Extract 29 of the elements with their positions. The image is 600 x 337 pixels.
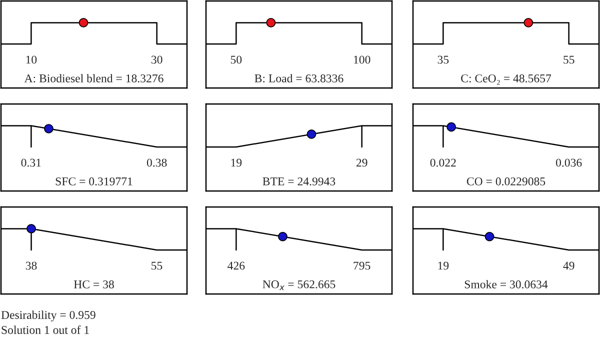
x-tick-label: 29 bbox=[356, 158, 368, 167]
x-tick-label: 19 bbox=[438, 262, 449, 270]
x-axis-title: CO = 0.0229085 bbox=[466, 177, 546, 186]
x-axis-title: C: CeO₂ = 48.5657 bbox=[461, 74, 552, 85]
x-axis-title: NO$_{x}$ = 562.665 bbox=[262, 280, 336, 290]
x-tick-label: 55 bbox=[152, 262, 162, 270]
x-axis-title: BTE = 24.9943 bbox=[262, 177, 336, 186]
text: Desirability = 0.959 bbox=[1, 310, 96, 322]
x-axis-title: B: Load = 63.8336 bbox=[254, 74, 344, 82]
x-axis-title: SFC = 0.319771 bbox=[56, 177, 132, 186]
x-tick-label: 49 bbox=[563, 262, 574, 270]
x-axis-title: A: Biodiesel blend = 18.3276 bbox=[24, 74, 164, 82]
text: Solution 1 out of 1 bbox=[2, 326, 89, 334]
x-tick-label: 50 bbox=[230, 56, 242, 64]
x-axis-title: HC = 38 bbox=[74, 280, 114, 288]
x-tick-label: 55 bbox=[564, 56, 574, 64]
x-tick-label: 0.022 bbox=[430, 158, 456, 167]
x-tick-label: 10 bbox=[26, 56, 37, 64]
x-tick-label: 100 bbox=[354, 56, 370, 64]
x-tick-label: 19 bbox=[231, 158, 242, 167]
x-tick-label: 0.31 bbox=[21, 158, 41, 167]
x-tick-label: 0.036 bbox=[556, 158, 582, 167]
x-tick-label: 0.38 bbox=[146, 158, 167, 167]
x-tick-label: 30 bbox=[152, 56, 162, 64]
x-tick-label: 35 bbox=[438, 56, 449, 64]
x-tick-label: 795 bbox=[354, 262, 370, 270]
x-tick-label: 38 bbox=[26, 262, 37, 270]
x-tick-label: 426 bbox=[228, 262, 245, 270]
x-axis-title: Smoke = 30.0634 bbox=[464, 280, 548, 288]
